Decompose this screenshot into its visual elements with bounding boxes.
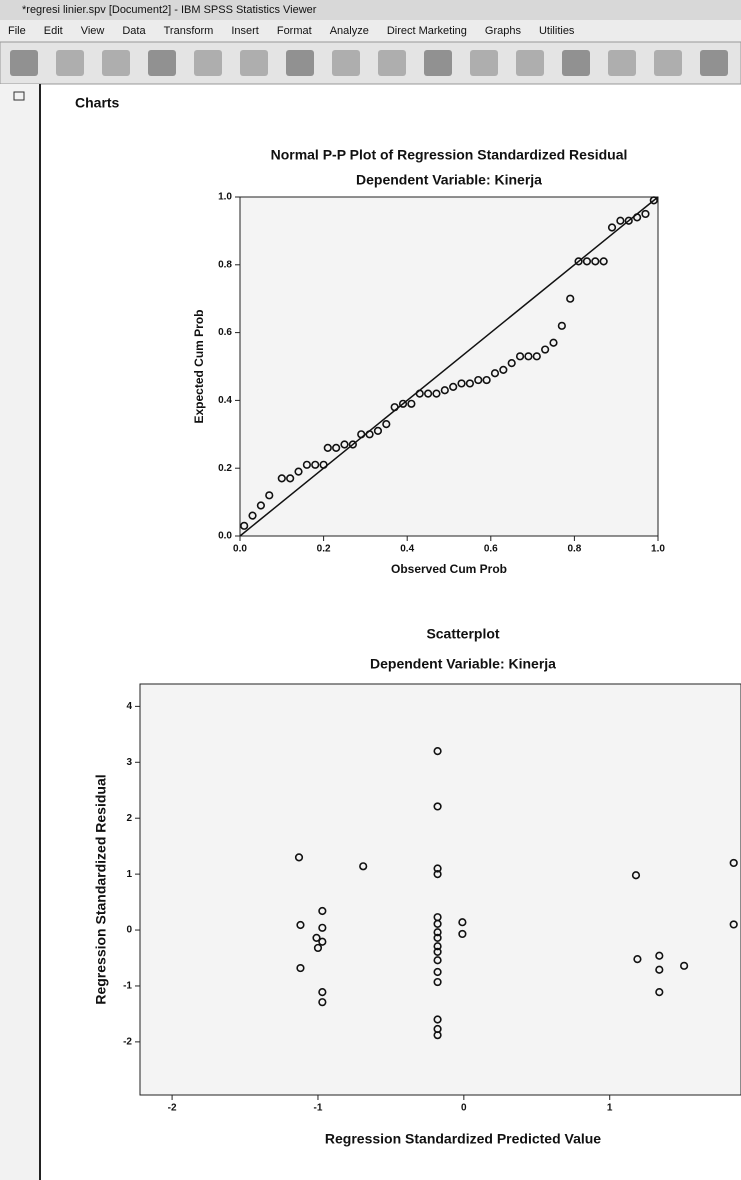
- x-tick-label: 0.8: [567, 544, 581, 555]
- menu-item[interactable]: Data: [122, 25, 146, 37]
- page: {"window": {"title": "*regresi linier.sp…: [0, 0, 741, 1180]
- x-tick-label: 0.0: [233, 544, 247, 555]
- menu-bar: [0, 20, 741, 42]
- toolbar-button[interactable]: [562, 50, 590, 76]
- y-axis-label: Expected Cum Prob: [192, 309, 206, 423]
- menu-item[interactable]: View: [81, 25, 105, 37]
- toolbar-button[interactable]: [56, 50, 84, 76]
- menu-item[interactable]: File: [8, 25, 26, 37]
- chart-subtitle: Dependent Variable: Kinerja: [370, 656, 556, 672]
- y-tick-label: 0.2: [218, 463, 232, 474]
- window-title: *regresi linier.spv [Document2] - IBM SP…: [22, 4, 317, 16]
- y-tick-label: 1: [126, 869, 132, 880]
- y-tick-label: -1: [123, 981, 132, 992]
- x-axis-label: Observed Cum Prob: [391, 562, 507, 576]
- x-tick-label: 1: [607, 1103, 613, 1114]
- menu-item[interactable]: Analyze: [330, 25, 369, 37]
- toolbar-button[interactable]: [332, 50, 360, 76]
- toolbar-button[interactable]: [378, 50, 406, 76]
- x-tick-label: 0.4: [400, 544, 414, 555]
- x-tick-label: 0.2: [317, 544, 331, 555]
- menu-item[interactable]: Direct Marketing: [387, 25, 467, 37]
- x-tick-label: 0.6: [484, 544, 498, 555]
- toolbar-button[interactable]: [194, 50, 222, 76]
- toolbar-button[interactable]: [470, 50, 498, 76]
- x-axis-label: Regression Standardized Predicted Value: [325, 1131, 601, 1147]
- chart-title: Normal P-P Plot of Regression Standardiz…: [271, 147, 628, 163]
- toolbar-button[interactable]: [516, 50, 544, 76]
- x-tick-label: 0: [461, 1103, 467, 1114]
- menu-item[interactable]: Transform: [164, 25, 214, 37]
- y-tick-label: -2: [123, 1037, 132, 1048]
- y-tick-label: 0.0: [218, 531, 232, 542]
- x-tick-label: -2: [168, 1103, 177, 1114]
- y-tick-label: 1.0: [218, 192, 232, 203]
- y-tick-label: 0.8: [218, 259, 232, 270]
- chart-subtitle: Dependent Variable: Kinerja: [356, 172, 542, 188]
- menu-item[interactable]: Insert: [231, 25, 259, 37]
- toolbar-button[interactable]: [700, 50, 728, 76]
- y-tick-label: 2: [126, 813, 132, 824]
- menu-item[interactable]: Graphs: [485, 25, 522, 37]
- toolbar-button[interactable]: [424, 50, 452, 76]
- toolbar-button[interactable]: [608, 50, 636, 76]
- y-axis-label: Regression Standardized Residual: [93, 774, 109, 1004]
- heading: Charts: [75, 95, 120, 111]
- menu-item[interactable]: Format: [277, 25, 312, 37]
- y-tick-label: 0: [126, 925, 132, 936]
- toolbar-button[interactable]: [654, 50, 682, 76]
- outline-pane: [0, 84, 40, 1180]
- y-tick-label: 4: [126, 701, 132, 712]
- toolbar-button[interactable]: [148, 50, 176, 76]
- y-tick-label: 0.4: [218, 395, 232, 406]
- toolbar-button[interactable]: [10, 50, 38, 76]
- y-tick-label: 3: [126, 757, 132, 768]
- toolbar-button[interactable]: [102, 50, 130, 76]
- menu-item[interactable]: Utilities: [539, 25, 575, 37]
- toolbar-button[interactable]: [240, 50, 268, 76]
- spss-viewer: *regresi linier.spv [Document2] - IBM SP…: [0, 0, 741, 1180]
- y-tick-label: 0.6: [218, 327, 232, 338]
- toolbar-button[interactable]: [286, 50, 314, 76]
- menu-item[interactable]: Edit: [44, 25, 63, 37]
- x-tick-label: -1: [314, 1103, 323, 1114]
- x-tick-label: 1.0: [651, 544, 665, 555]
- chart-title: Scatterplot: [426, 626, 499, 642]
